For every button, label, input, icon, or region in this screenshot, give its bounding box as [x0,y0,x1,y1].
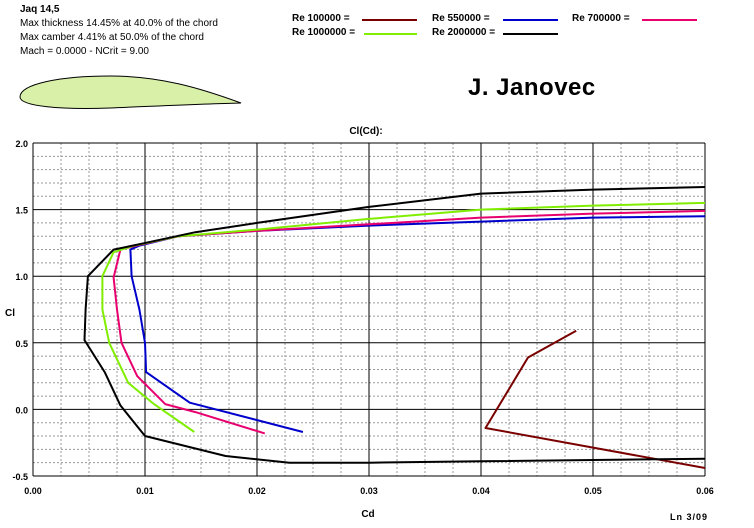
x-tick-label: 0.05 [584,486,602,496]
legend-label: Re 700000 = [572,13,630,24]
legend-swatch [503,19,558,21]
legend-label: Re 550000 = [432,13,490,24]
series-line-re550000 [129,215,706,433]
legend-swatch [642,19,697,21]
chart-title: Cl(Cd): [349,126,382,137]
legend-item-re100000: Re 100000 = [292,13,432,24]
legend-label: Re 100000 = [292,13,350,24]
legend-swatch [503,33,558,35]
series-line-re1000000 [101,201,706,433]
legend-swatch [362,19,417,21]
series-line-re700000 [112,209,706,435]
legend-item-re1000000: Re 1000000 = [292,27,432,38]
x-tick-label: 0.06 [696,486,714,496]
x-tick-label: 0.04 [472,486,490,496]
legend-item-re550000: Re 550000 = [432,13,572,24]
footer-version: Ln 3/09 [670,512,709,522]
x-tick-label: 0.01 [136,486,154,496]
x-axis-label: Cd [361,509,374,520]
x-tick-label: 0.02 [248,486,266,496]
legend-item-re2000000: Re 2000000 = [432,27,572,38]
y-tick-label: 2.0 [15,139,28,149]
thickness-text: Max thickness 14.45% at 40.0% of the cho… [20,18,218,29]
airfoil-info: Jaq 14,5 Max thickness 14.45% at 40.0% o… [20,3,218,59]
legend: Re 100000 = Re 550000 = Re 700000 = Re 1… [0,0,754,40]
y-tick-label: 1.0 [15,272,28,282]
y-tick-label: 0.5 [15,339,28,349]
series-line-re100000 [484,329,706,469]
x-tick-label: 0.03 [360,486,378,496]
y-tick-label: 0.0 [15,405,28,415]
author-name: J. Janovec [468,74,596,101]
mach-text: Mach = 0.0000 - NCrit = 9.00 [20,46,149,57]
x-tick-label: 0.00 [24,486,42,496]
legend-label: Re 2000000 = [432,27,496,38]
y-tick-label: 1.5 [15,206,28,216]
airfoil-name: Jaq 14,5 [20,4,60,15]
series-line-re2000000 [83,186,706,464]
legend-swatch [364,33,417,35]
legend-item-re700000: Re 700000 = [572,13,712,24]
y-axis-label: Cl [5,308,15,319]
camber-text: Max camber 4.41% at 50.0% of the chord [20,32,204,43]
legend-label: Re 1000000 = [292,27,356,38]
y-tick-label: -0.5 [12,472,28,482]
airfoil-shape [19,75,242,109]
